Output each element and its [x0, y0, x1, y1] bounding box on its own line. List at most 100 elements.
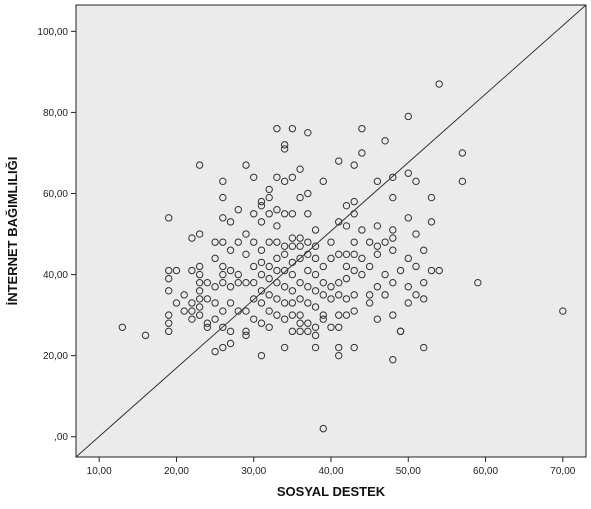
scatter-point	[373, 222, 382, 230]
scatter-point	[188, 307, 196, 315]
scatter-point	[280, 242, 289, 250]
scatter-point	[373, 283, 382, 291]
scatter-point	[195, 161, 204, 169]
scatter-point	[420, 246, 428, 254]
scatter-point	[412, 262, 420, 271]
scatter-point	[265, 307, 273, 315]
scatter-point	[172, 266, 181, 275]
x-tick-label: 70,00	[550, 466, 575, 477]
scatter-point	[389, 311, 397, 319]
scatter-point	[335, 351, 343, 360]
scatter-point	[195, 287, 204, 295]
scatter-point	[242, 307, 250, 315]
scatter-point	[141, 331, 150, 340]
scatter-point	[195, 230, 204, 238]
y-tick-label: ,00	[54, 432, 68, 443]
scatter-point	[335, 291, 343, 299]
scatter-point	[273, 206, 281, 214]
scatter-point	[350, 210, 358, 218]
scatter-point	[195, 270, 204, 279]
scatter-point	[211, 238, 219, 246]
scatter-point	[203, 319, 212, 327]
scatter-point	[195, 303, 204, 311]
scatter-point	[389, 226, 397, 234]
scatter-point	[327, 238, 335, 246]
scatter-point	[273, 278, 281, 287]
scatter-point	[373, 250, 382, 259]
scatter-point	[342, 311, 351, 319]
x-axis-title: SOSYAL DESTEK	[277, 484, 386, 499]
scatter-point	[311, 226, 320, 234]
scatter-point	[389, 278, 397, 287]
scatter-point	[288, 270, 297, 279]
scatter-point	[350, 266, 358, 275]
scatter-point	[396, 266, 405, 275]
scatter-point	[211, 254, 219, 263]
scatter-point	[280, 145, 289, 153]
scatter-point	[427, 193, 436, 202]
scatter-point	[304, 319, 312, 327]
scatter-point	[257, 258, 266, 267]
scatter-point	[304, 238, 312, 246]
scatter-point	[365, 291, 374, 299]
scatter-point	[234, 238, 242, 246]
scatter-point	[311, 270, 320, 279]
scatter-point	[250, 238, 258, 246]
scatter-point	[219, 193, 227, 202]
scatter-point	[165, 214, 173, 222]
scatter-point	[273, 238, 281, 246]
scatter-point	[350, 250, 358, 259]
scatter-point	[273, 254, 281, 263]
scatter-point	[389, 193, 397, 202]
scatter-point	[435, 80, 443, 88]
scatter-point	[280, 266, 289, 275]
scatter-point	[188, 234, 196, 242]
x-tick-label: 10,00	[87, 466, 112, 477]
points-layer	[118, 80, 567, 433]
scatter-point	[404, 254, 412, 263]
scatter-point	[257, 299, 266, 307]
scatter-point	[319, 311, 327, 319]
scatter-point	[172, 299, 181, 307]
scatter-point	[226, 246, 235, 254]
scatter-point	[211, 299, 219, 307]
scatter-point	[311, 287, 320, 295]
scatter-point	[412, 230, 420, 238]
y-axis: ,00 20,00 40,00 60,00 80,00 100,00	[37, 27, 76, 443]
scatter-point	[203, 278, 212, 287]
scatter-point	[265, 274, 273, 283]
scatter-point	[296, 193, 304, 202]
scatter-point	[296, 327, 304, 336]
scatter-point	[265, 210, 273, 218]
scatter-point	[335, 218, 343, 226]
scatter-point	[288, 258, 297, 267]
scatter-point	[404, 169, 412, 177]
scatter-point	[288, 287, 297, 295]
scatter-point	[404, 214, 412, 222]
scatter-point	[342, 262, 351, 271]
scatter-point	[373, 242, 382, 250]
scatter-point	[327, 254, 335, 263]
scatter-point	[304, 283, 312, 291]
scatter-point	[250, 210, 258, 218]
scatter-point	[250, 262, 258, 271]
scatter-point	[180, 307, 188, 315]
scatter-point	[250, 173, 258, 181]
scatter-point	[226, 299, 235, 307]
scatter-point	[311, 331, 320, 340]
scatter-point	[311, 254, 320, 263]
scatter-point	[280, 315, 289, 323]
scatter-point	[420, 295, 428, 303]
y-tick-label: 20,00	[43, 351, 68, 362]
scatter-point	[304, 250, 312, 259]
scatter-point	[219, 323, 227, 331]
scatter-point	[350, 291, 358, 299]
scatter-point	[250, 315, 258, 323]
scatter-point	[304, 327, 312, 336]
scatter-point	[226, 266, 235, 275]
scatter-point	[211, 315, 219, 323]
scatter-point	[296, 254, 304, 263]
scatter-point	[280, 250, 289, 259]
scatter-point	[280, 343, 289, 352]
